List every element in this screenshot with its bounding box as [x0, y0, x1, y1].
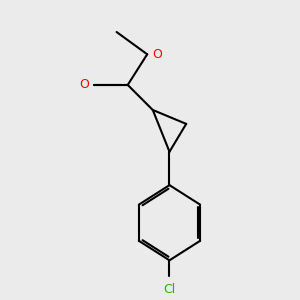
Text: O: O	[79, 78, 89, 92]
Text: Cl: Cl	[164, 283, 175, 296]
Text: O: O	[152, 48, 162, 61]
